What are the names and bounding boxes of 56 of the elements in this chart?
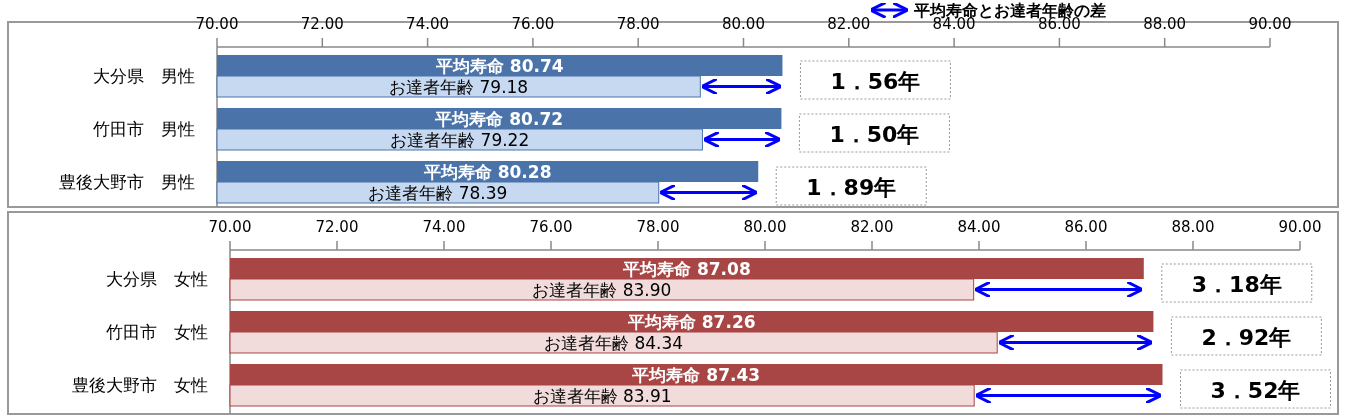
x-tick-label: 88.00	[1143, 15, 1187, 33]
x-tick-label: 90.00	[1248, 15, 1292, 33]
data-label: 83.91	[622, 386, 672, 406]
data-label: 87.26	[701, 312, 756, 332]
x-tick-label: 90.00	[1278, 218, 1322, 236]
text: お達者年齢	[368, 183, 454, 203]
y-tick-label: 豊後大野市 女性	[72, 375, 208, 395]
data-label: 87.08	[696, 259, 751, 279]
data-label: 84.34	[634, 333, 684, 353]
y-tick-label: 豊後大野市 男性	[59, 172, 195, 192]
y-tick-label: 竹田市 男性	[93, 119, 195, 139]
annotation: 1．50年	[829, 122, 920, 147]
data-label: 83.90	[622, 280, 672, 300]
data-label: 87.43	[706, 365, 761, 385]
text: 平均寿命	[423, 162, 492, 182]
text: 平均寿命	[632, 365, 701, 385]
x-tick-label: 78.00	[616, 15, 660, 33]
data-label: 80.74	[509, 56, 564, 76]
text: お達者年齢	[532, 386, 618, 406]
data-label: 80.28	[497, 162, 552, 182]
series-label: 平均寿命	[622, 259, 697, 279]
text: お達者年齢	[544, 333, 630, 353]
y-tick-label: 大分県 女性	[106, 269, 208, 289]
x-tick-label: 84.00	[957, 218, 1001, 236]
x-tick-label: 76.00	[529, 218, 573, 236]
data-label: 80.72	[509, 109, 564, 129]
x-tick-label: 86.00	[1064, 218, 1108, 236]
x-tick-label: 72.00	[300, 15, 344, 33]
x-tick-label: 74.00	[406, 15, 450, 33]
x-tick-label: 70.00	[208, 218, 252, 236]
y-tick-label: 大分県 男性	[93, 66, 195, 86]
annotation: 2．92年	[1201, 325, 1292, 350]
annotation: 3．18年	[1191, 272, 1282, 297]
annotation: 1．89年	[806, 175, 897, 200]
annotation: 3．52年	[1210, 378, 1301, 403]
x-tick-label: 70.00	[195, 15, 239, 33]
text: お達者年齢	[390, 130, 476, 150]
x-tick-label: 80.00	[743, 218, 787, 236]
x-tick-label: 88.00	[1171, 218, 1215, 236]
series-label: 平均寿命	[434, 56, 510, 76]
text: 平均寿命	[435, 109, 504, 129]
x-tick-label: 82.00	[850, 218, 894, 236]
data-label: 79.22	[480, 130, 530, 150]
x-tick-label: 76.00	[511, 15, 555, 33]
x-tick-label: 72.00	[315, 218, 359, 236]
series-label: お達者年齢	[532, 280, 623, 300]
x-tick-label: 74.00	[422, 218, 466, 236]
data-label: 79.18	[479, 77, 529, 97]
x-tick-label: 80.00	[722, 15, 765, 33]
y-tick-label: 竹田市 女性	[106, 322, 208, 342]
data-label: 78.39	[458, 183, 508, 203]
annotation: 1．56年	[830, 69, 921, 94]
x-tick-label: 78.00	[636, 218, 680, 236]
text: 平均寿命	[627, 312, 696, 332]
x-tick-label: 82.00	[827, 15, 871, 33]
series-label: お達者年齢	[389, 77, 480, 97]
